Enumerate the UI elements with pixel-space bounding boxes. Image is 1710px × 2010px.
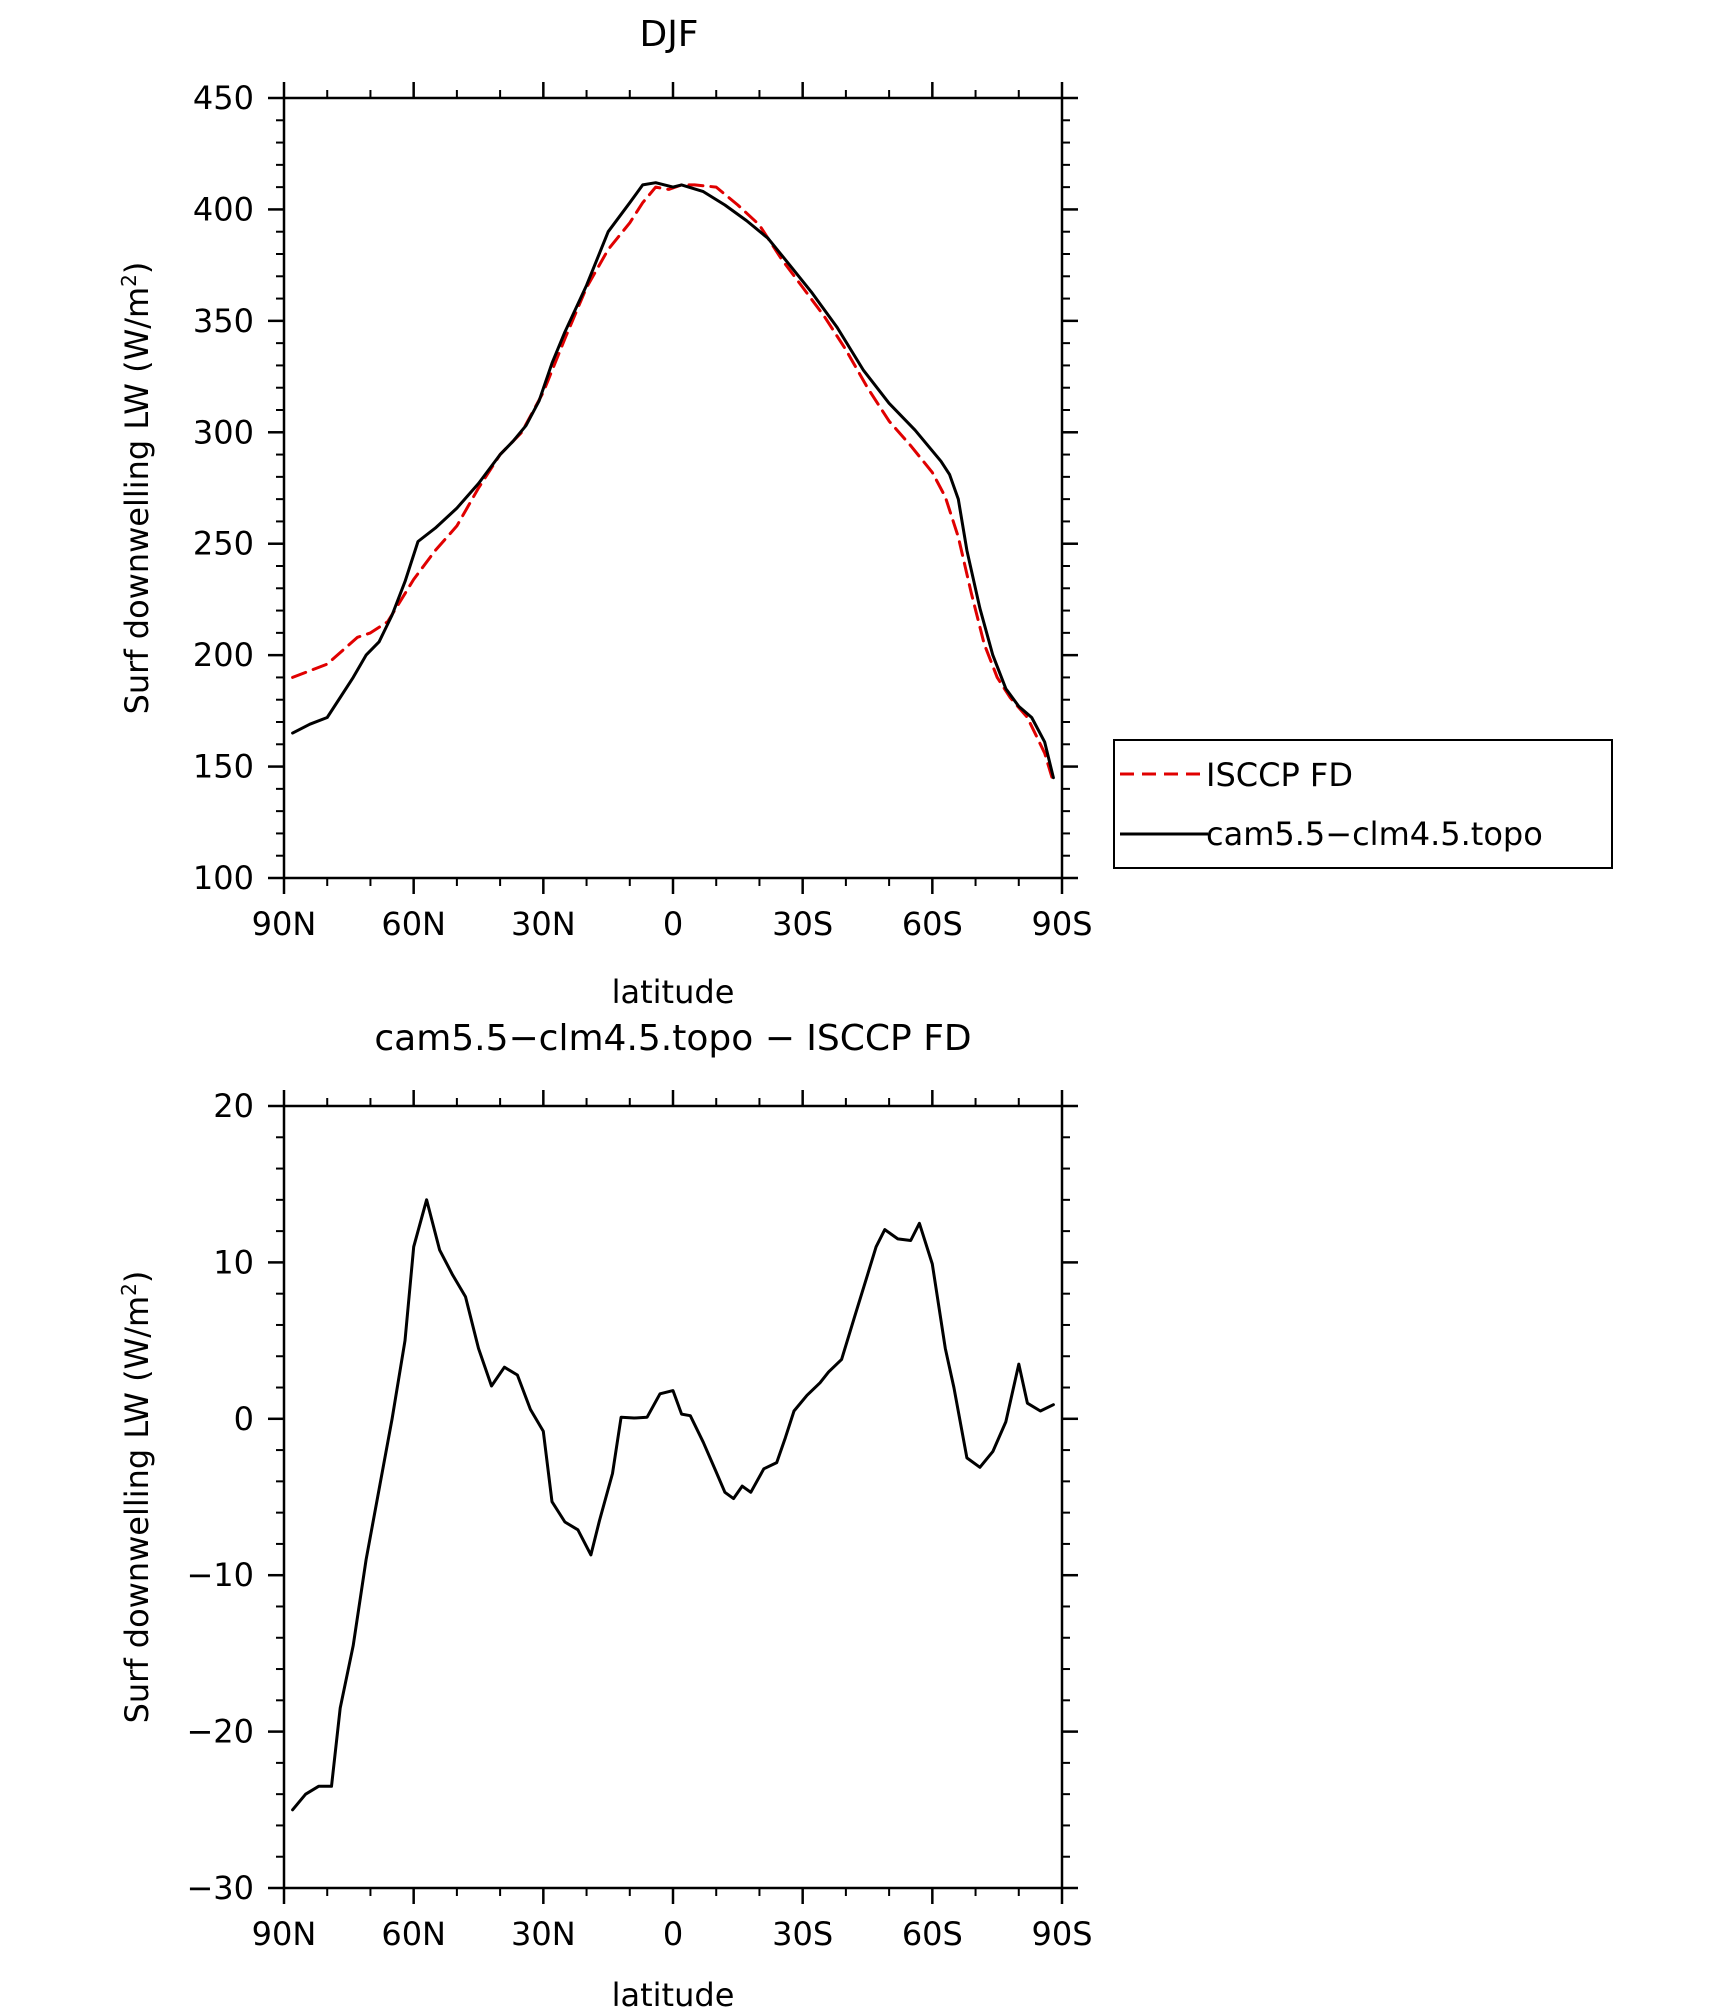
bottom-y-tick-label: 20 bbox=[213, 1087, 254, 1125]
top-y-tick-label: 450 bbox=[193, 79, 254, 117]
top-x-tick-label: 60S bbox=[902, 905, 963, 943]
top-x-tick-label: 0 bbox=[663, 905, 683, 943]
top-y-tick-label: 200 bbox=[193, 636, 254, 674]
top-y-tick-label: 300 bbox=[193, 413, 254, 451]
top-x-tick-label: 90S bbox=[1031, 905, 1092, 943]
bottom-x-tick-label: 90S bbox=[1031, 1915, 1092, 1953]
bottom-x-tick-label: 60S bbox=[902, 1915, 963, 1953]
top-y-tick-label: 150 bbox=[193, 748, 254, 786]
top-x-tick-label: 30N bbox=[511, 905, 576, 943]
bottom-x-tick-label: 60N bbox=[381, 1915, 446, 1953]
bottom-x-axis-title: latitude bbox=[612, 1976, 735, 2010]
top-plot-frame bbox=[282, 96, 1064, 880]
top-x-axis-title: latitude bbox=[612, 973, 735, 1011]
svg-text:Surf downwelling LW (W/m2): Surf downwelling LW (W/m2) bbox=[117, 1271, 156, 1724]
bottom-y-tick-label: −20 bbox=[186, 1713, 254, 1751]
top-chart-title: DJF bbox=[639, 14, 698, 55]
legend-label-isccp: ISCCP FD bbox=[1206, 756, 1353, 794]
svg-text:Surf downwelling LW (W/m2): Surf downwelling LW (W/m2) bbox=[117, 262, 156, 715]
bottom-x-tick-label: 0 bbox=[663, 1915, 683, 1953]
top-series-line-1 bbox=[291, 181, 1055, 780]
bottom-chart-title: cam5.5−clm4.5.topo − ISCCP FD bbox=[374, 1018, 971, 1059]
legend-box bbox=[1113, 739, 1613, 869]
top-y-tick-label: 100 bbox=[193, 859, 254, 897]
bottom-y-tick-label: −30 bbox=[186, 1869, 254, 1907]
top-panel-djf: DJF 100 150 200 250 300 350 400 450 90N 60N 30N 0 30… bbox=[117, 14, 1613, 1011]
legend: ISCCP FD cam5.5−clm4.5.topo bbox=[1113, 739, 1613, 869]
legend-label-cam: cam5.5−clm4.5.topo bbox=[1206, 815, 1543, 853]
bottom-y-tick-label: 0 bbox=[234, 1400, 254, 1438]
bottom-panel-difference: cam5.5−clm4.5.topo − ISCCP FD −30 −20 −10 0… bbox=[117, 1018, 1093, 2010]
top-y-tick-label: 250 bbox=[193, 525, 254, 563]
bottom-y-tick-label: 10 bbox=[213, 1243, 254, 1281]
top-x-tick-label: 60N bbox=[381, 905, 446, 943]
top-x-tick-label: 30S bbox=[772, 905, 833, 943]
bottom-x-tick-label: 30S bbox=[772, 1915, 833, 1953]
bottom-x-tick-label: 30N bbox=[511, 1915, 576, 1953]
top-x-tick-label: 90N bbox=[252, 905, 317, 943]
top-y-tick-label: 350 bbox=[193, 302, 254, 340]
top-y-axis-title: Surf downwelling LW (W/m2) bbox=[117, 262, 156, 715]
bottom-series-line-0 bbox=[291, 1198, 1055, 1812]
bottom-plot-frame bbox=[282, 1104, 1064, 1890]
bottom-y-axis-title: Surf downwelling LW (W/m2) bbox=[117, 1271, 156, 1724]
top-series-line-0 bbox=[291, 183, 1055, 784]
bottom-y-tick-label: −10 bbox=[186, 1556, 254, 1594]
top-y-tick-label: 400 bbox=[193, 190, 254, 228]
bottom-x-tick-label: 90N bbox=[252, 1915, 317, 1953]
